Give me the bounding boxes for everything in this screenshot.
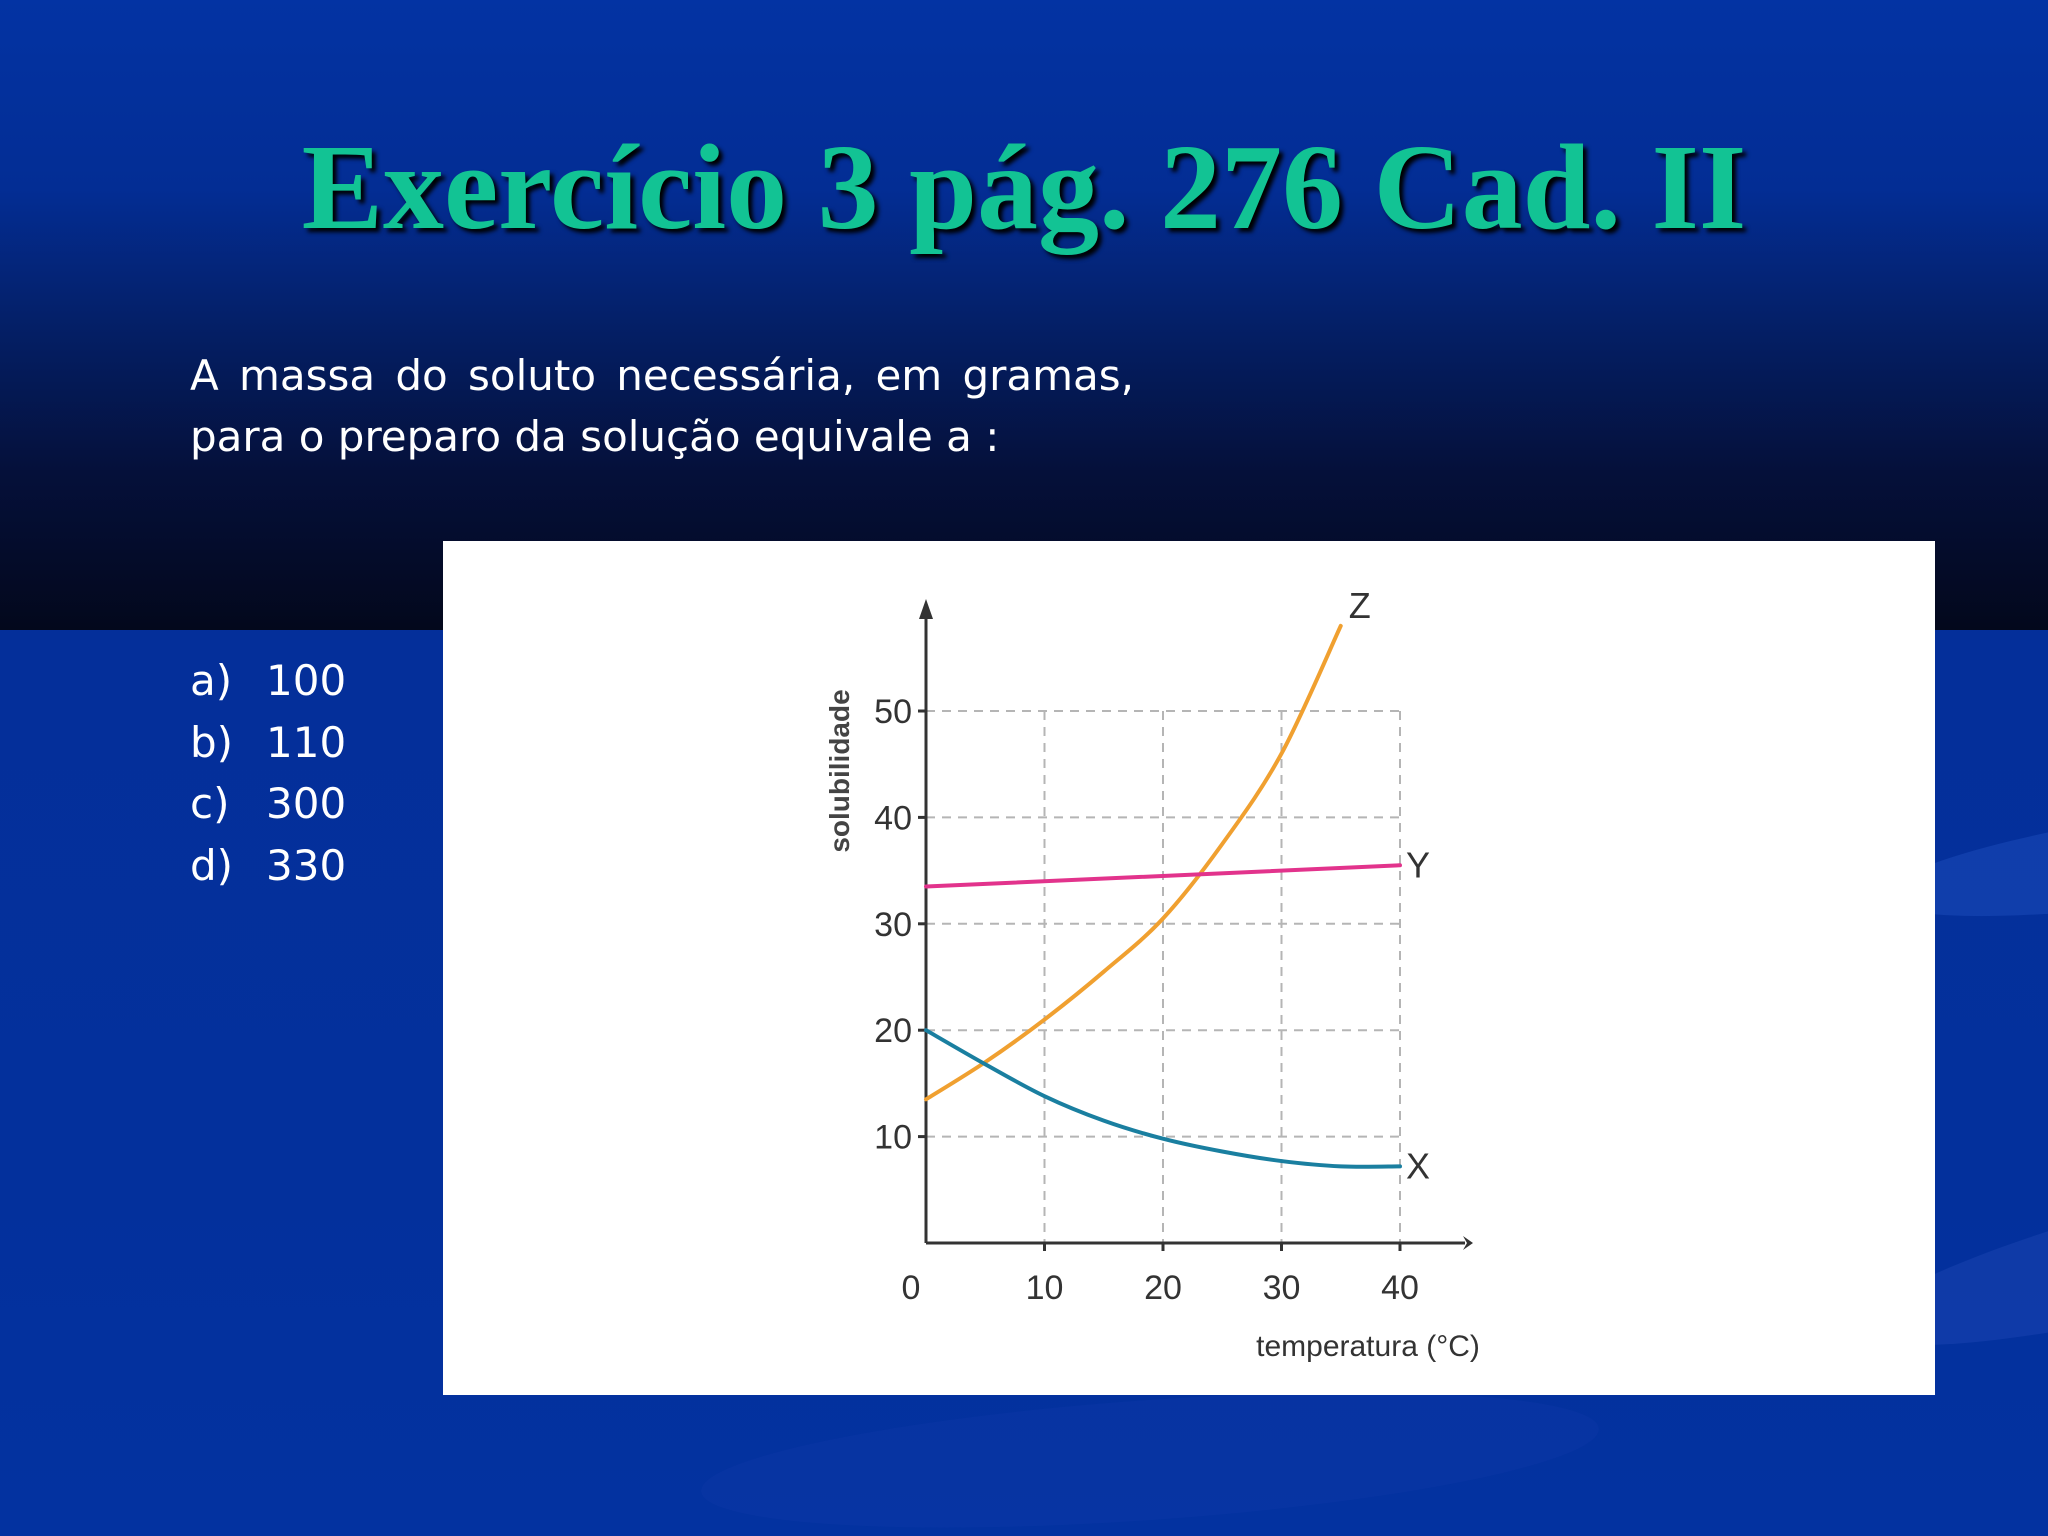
option-letter: d) xyxy=(190,840,234,890)
y-tick-label: 30 xyxy=(874,906,912,944)
series-label-z: Z xyxy=(1349,585,1371,626)
ticks: 10 20 30 40 50 10 20 30 40 xyxy=(874,693,1419,1307)
answer-options: a) 100 b) 110 c) 300 d) 330 xyxy=(190,650,346,896)
axes: 0 xyxy=(902,599,1473,1307)
grid xyxy=(926,710,1401,1243)
solubility-chart: 0 10 20 30 40 50 10 20 30 40 Z Y X temperatura (°C… xyxy=(824,585,1480,1363)
y-axis-title: solubilidade xyxy=(824,689,855,852)
x-axis-arrow xyxy=(1465,1234,1473,1235)
origin-label: 0 xyxy=(902,1269,921,1307)
x-axis-title: temperatura (°C) xyxy=(1256,1330,1480,1363)
x-axis-arrowhead xyxy=(1463,1236,1473,1250)
option-c: c) 300 xyxy=(190,773,346,835)
series-label-y: Y xyxy=(1406,844,1430,885)
y-tick-label: 50 xyxy=(874,693,912,731)
option-letter: c) xyxy=(190,779,230,828)
option-b: b) 110 xyxy=(190,712,346,774)
option-value: 100 xyxy=(266,656,347,705)
x-tick-label: 10 xyxy=(1026,1269,1064,1307)
y-tick-label: 20 xyxy=(874,1012,912,1050)
y-axis-arrow xyxy=(919,599,933,619)
x-tick-label: 30 xyxy=(1263,1269,1301,1307)
option-value: 330 xyxy=(266,840,347,890)
series-labels: Z Y X xyxy=(1349,585,1430,1187)
option-letter: b) xyxy=(190,717,234,767)
series xyxy=(924,623,1402,1169)
option-d: d) 330 xyxy=(190,835,346,897)
series-line-z xyxy=(924,623,1343,1102)
slide-title: Exercício 3 pág. 276 Cad. II xyxy=(301,120,1747,255)
background-upper xyxy=(0,0,2048,630)
x-tick-label: 40 xyxy=(1381,1269,1419,1307)
series-label-x: X xyxy=(1406,1145,1430,1186)
question-text: A massa do soluto necessária, em gramas,… xyxy=(190,351,1134,461)
option-value: 110 xyxy=(266,717,347,767)
series-line-x xyxy=(924,1028,1402,1169)
y-tick-label: 10 xyxy=(874,1119,912,1157)
option-value: 300 xyxy=(266,779,347,828)
y-tick-label: 40 xyxy=(874,799,912,837)
option-a: a) 100 xyxy=(190,650,346,712)
x-tick-label: 20 xyxy=(1144,1269,1182,1307)
option-letter: a) xyxy=(190,656,233,705)
series-line-y xyxy=(924,863,1402,889)
chart-panel: 0 10 20 30 40 50 10 20 30 40 Z Y X temperatura (°C… xyxy=(443,541,1935,1395)
